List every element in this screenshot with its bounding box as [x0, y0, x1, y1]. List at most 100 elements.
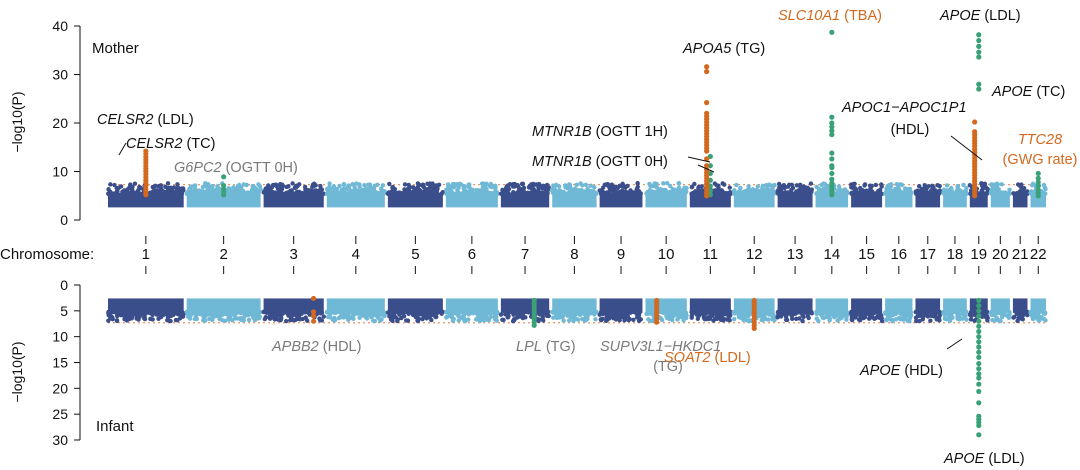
mother-snp-point: [825, 191, 830, 197]
infant-y-axis-title: −log10(P): [9, 341, 25, 402]
infant-snp-point: [475, 309, 480, 315]
infant-hit-point: [976, 422, 982, 429]
infant-snp-point: [922, 309, 928, 315]
mother-snp-band: [689, 192, 731, 208]
mother-snp-point: [665, 181, 670, 186]
infant-snp-point: [559, 314, 565, 320]
mother-snp-band: [552, 192, 597, 208]
infant-snp-point: [972, 318, 977, 323]
mother-snp-point: [536, 181, 542, 187]
mother-snp-point: [531, 181, 536, 187]
infant-snp-point: [275, 309, 281, 315]
infant-snp-point: [511, 311, 516, 316]
infant-snp-point: [897, 309, 902, 315]
mother-snp-point: [1007, 187, 1012, 193]
mother-hit-point: [143, 192, 149, 198]
mother-snp-point: [682, 185, 687, 191]
mother-snp-point: [760, 185, 765, 190]
mother-snp-point: [457, 181, 463, 187]
infant-snp-point: [646, 317, 651, 322]
mother-snp-point: [214, 188, 219, 194]
mother-hit-point: [829, 29, 835, 35]
annotation-leader-lines: [118, 135, 983, 350]
infant-hit-point: [976, 432, 982, 438]
infant-snp-point: [154, 310, 160, 315]
infant-snp-point: [251, 310, 257, 316]
chromosome-label-5: 5: [411, 246, 419, 263]
infant-snp-point: [298, 317, 303, 322]
mother-hit-point: [704, 193, 710, 199]
mother-snp-point: [883, 189, 889, 195]
infant-snp-point: [890, 318, 895, 324]
infant-snp-point: [791, 310, 796, 315]
infant-snp-point: [1036, 310, 1041, 315]
mother-snp-point: [588, 183, 593, 188]
mother-snp-point: [804, 189, 809, 195]
mother-snp-point: [511, 189, 516, 195]
mother-snp-point: [470, 187, 475, 192]
infant-snp-point: [947, 318, 953, 324]
infant-snp-point: [995, 309, 1000, 315]
mother-snp-point: [357, 184, 362, 189]
infant-snp-point: [199, 310, 205, 315]
mother-snp-point: [984, 185, 989, 191]
mother-snp-point: [737, 188, 742, 194]
mother-snp-point: [318, 183, 323, 189]
mother-snp-point: [724, 191, 729, 196]
infant-snp-point: [597, 312, 602, 317]
mother-snp-point: [672, 189, 677, 195]
mother-snp-point: [482, 186, 487, 192]
mother-hit-point: [829, 120, 835, 126]
mother-snp-point: [879, 182, 884, 187]
infant-snp-band: [387, 298, 443, 313]
infant-snp-band: [689, 298, 731, 313]
mother-snp-point: [634, 187, 639, 192]
infant-snp-point: [344, 309, 349, 315]
infant-snp-point: [700, 310, 705, 315]
chromosome-label-2: 2: [219, 246, 227, 263]
infant-snp-point: [292, 317, 298, 323]
mother-hit-point: [829, 114, 835, 120]
mother-snp-point: [520, 190, 526, 195]
mother-snp-point: [387, 181, 392, 187]
annotation-apoc1-apoc1p1: APOC1−APOC1P1: [841, 100, 967, 116]
chromosome-label-9: 9: [617, 246, 625, 263]
mother-snp-point: [879, 191, 885, 196]
mother-snp-point: [644, 191, 649, 196]
infant-snp-point: [984, 309, 989, 315]
mother-snp-point: [854, 191, 860, 196]
mother-snp-point: [529, 191, 535, 197]
chromosome-label-21: 21: [1012, 246, 1029, 263]
mother-snp-point: [375, 182, 380, 188]
infant-snp-point: [676, 315, 681, 321]
mother-snp-point: [719, 191, 725, 196]
mother-snp-point: [463, 189, 469, 194]
infant-snp-point: [897, 315, 902, 321]
mother-snp-point: [858, 190, 863, 195]
mother-snp-point: [427, 181, 433, 186]
mother-hit-point: [976, 43, 982, 49]
infant-snp-point: [722, 316, 727, 322]
infant-snp-point: [950, 315, 955, 320]
infant-snp-point: [351, 311, 356, 316]
infant-snp-point: [263, 315, 268, 320]
infant-snp-point: [603, 310, 608, 316]
infant-hit-point: [976, 375, 982, 381]
infant-snp-point: [660, 310, 666, 315]
infant-snp-point: [1018, 312, 1024, 317]
annotation-mtnr1b-1h: MTNR1B (OGTT 1H): [532, 124, 668, 140]
mother-snp-point: [440, 190, 445, 195]
infant-snp-point: [761, 313, 767, 318]
mother-snp-point: [610, 185, 615, 190]
annotation-supv3l1-trait: (TG): [653, 359, 683, 375]
mother-hit-point: [1035, 179, 1041, 185]
mother-snp-point: [494, 190, 499, 195]
mother-snp-point: [821, 191, 826, 196]
mother-snp-point: [796, 188, 801, 193]
chromosome-label-10: 10: [658, 246, 675, 263]
mother-snp-point: [791, 191, 796, 197]
mother-snp-point: [648, 183, 653, 189]
infant-hit-point: [531, 322, 537, 328]
mother-snp-point: [754, 187, 759, 193]
annotation-apoe-tc: APOE (TC): [991, 84, 1065, 100]
